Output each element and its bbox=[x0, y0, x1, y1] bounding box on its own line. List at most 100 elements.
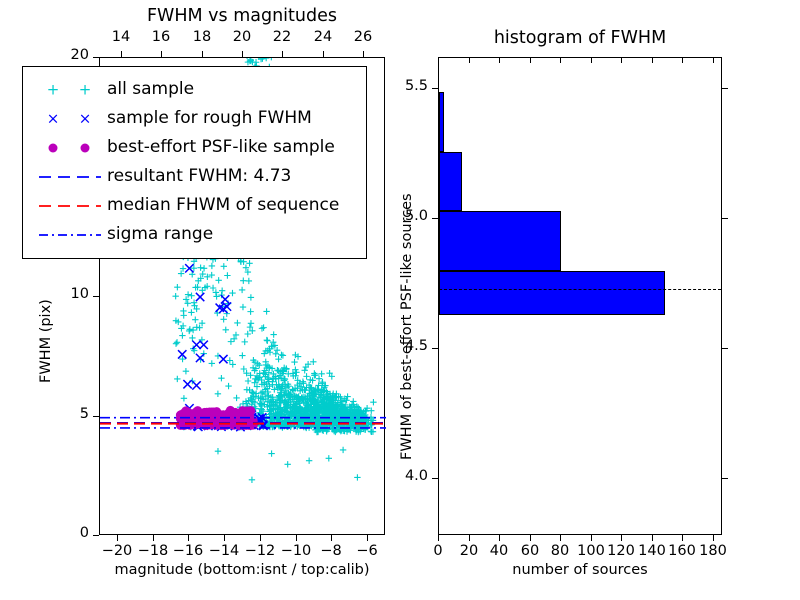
scatter-plus-marker bbox=[184, 291, 192, 298]
scatter-plus-marker bbox=[188, 309, 195, 316]
scatter-plus-marker bbox=[222, 326, 229, 334]
histogram-bar[interactable] bbox=[439, 91, 444, 152]
left-top-xticklabel: 26 bbox=[353, 29, 373, 45]
scatter-plus-marker bbox=[208, 360, 216, 367]
left-yticklabel: 0 bbox=[79, 525, 89, 541]
scatter-plus-marker bbox=[322, 382, 329, 389]
scatter-cross-marker bbox=[195, 292, 205, 302]
fwhm-histogram-plot[interactable] bbox=[438, 57, 722, 535]
scatter-plus-marker bbox=[227, 338, 235, 345]
cross-marker: × bbox=[78, 109, 92, 127]
scatter-plus-marker bbox=[290, 387, 297, 394]
scatter-plus-marker bbox=[315, 393, 323, 401]
scatter-plus-marker bbox=[273, 347, 281, 354]
scatter-plus-marker bbox=[251, 399, 259, 406]
legend-box: + + all sample × × sample for rough FWHM best-… bbox=[22, 66, 367, 259]
left-xticklabel: −10 bbox=[280, 543, 312, 559]
scatter-plus-marker bbox=[180, 312, 187, 319]
left-yticklabel: 20 bbox=[70, 47, 89, 63]
scatter-plus-marker bbox=[338, 401, 345, 409]
scatter-plus-marker bbox=[271, 423, 278, 431]
scatter-plus-marker bbox=[278, 383, 285, 390]
scatter-plus-marker bbox=[243, 369, 250, 377]
scatter-plus-marker bbox=[177, 270, 185, 277]
scatter-plus-marker bbox=[313, 422, 321, 429]
scatter-plus-marker bbox=[301, 386, 308, 394]
left-top-xtick bbox=[363, 51, 365, 57]
scatter-plus-marker bbox=[326, 390, 334, 398]
scatter-plus-marker bbox=[274, 366, 281, 374]
scatter-plus-marker bbox=[287, 423, 294, 431]
scatter-plus-marker bbox=[314, 408, 321, 415]
legend-item-2: best-effort PSF-like sample bbox=[33, 133, 356, 162]
scatter-plus-marker bbox=[246, 260, 253, 267]
right-yticklabel: 5.5 bbox=[404, 78, 428, 94]
scatter-plus-marker bbox=[259, 58, 266, 62]
scatter-plus-marker bbox=[289, 404, 296, 411]
right-yticklabel: 4.0 bbox=[404, 468, 428, 484]
histogram-bar[interactable] bbox=[439, 151, 462, 212]
scatter-plus-marker bbox=[189, 334, 196, 342]
scatter-plus-marker bbox=[247, 58, 254, 63]
right-xticklabel: 20 bbox=[459, 543, 479, 559]
left-xtick bbox=[224, 535, 226, 541]
scatter-plus-marker bbox=[355, 407, 362, 414]
right-plot-title: histogram of FWHM bbox=[493, 28, 667, 48]
scatter-plus-marker bbox=[200, 265, 208, 272]
cross-marker: × bbox=[46, 109, 60, 127]
histogram-bar[interactable] bbox=[439, 271, 665, 316]
left-top-xtick bbox=[202, 51, 204, 57]
right-xtick bbox=[499, 535, 501, 541]
scatter-plus-marker bbox=[239, 400, 247, 408]
scatter-plus-marker bbox=[244, 377, 252, 385]
scatter-plus-marker bbox=[315, 387, 322, 394]
scatter-plus-marker bbox=[325, 455, 332, 462]
legend-item-0: + + all sample bbox=[33, 75, 356, 104]
scatter-plus-marker bbox=[354, 474, 361, 481]
scatter-plus-marker bbox=[318, 370, 325, 378]
scatter-plus-marker bbox=[191, 302, 198, 309]
scatter-plus-marker bbox=[246, 58, 248, 60]
right-top-xtick bbox=[621, 57, 623, 63]
scatter-plus-marker bbox=[266, 349, 274, 356]
scatter-plus-marker bbox=[325, 405, 332, 413]
left-top-xticklabel: 24 bbox=[313, 29, 333, 45]
scatter-plus-marker bbox=[220, 263, 227, 270]
left-xticklabel: −6 bbox=[356, 543, 378, 559]
scatter-plus-marker bbox=[249, 327, 256, 334]
scatter-plus-marker bbox=[309, 407, 316, 414]
scatter-plus-marker bbox=[253, 383, 261, 390]
dashed-line bbox=[39, 204, 101, 207]
scatter-plus-marker bbox=[296, 387, 304, 395]
scatter-plus-marker bbox=[289, 386, 296, 393]
right-xticklabel: 100 bbox=[577, 543, 605, 559]
circle-marker bbox=[48, 143, 58, 152]
scatter-plus-marker bbox=[262, 395, 270, 403]
scatter-plus-marker bbox=[266, 406, 274, 414]
resultant-fwhm-dashed-line bbox=[439, 289, 721, 291]
scatter-plus-marker bbox=[179, 322, 187, 330]
scatter-plus-marker bbox=[289, 370, 297, 377]
scatter-plus-marker bbox=[251, 367, 258, 374]
right-ytick bbox=[432, 88, 438, 90]
scatter-plus-marker bbox=[293, 413, 301, 420]
scatter-plus-marker bbox=[339, 446, 347, 454]
scatter-plus-marker bbox=[269, 381, 276, 388]
scatter-plus-marker bbox=[247, 308, 254, 315]
histogram-bar[interactable] bbox=[439, 211, 562, 272]
scatter-plus-marker bbox=[238, 286, 246, 294]
scatter-plus-marker bbox=[239, 303, 247, 311]
left-xtick bbox=[260, 535, 262, 541]
scatter-plus-marker bbox=[276, 399, 283, 406]
right-top-xtick bbox=[682, 57, 684, 63]
left-xtick bbox=[296, 535, 298, 541]
scatter-plus-marker bbox=[367, 415, 375, 423]
scatter-plus-marker bbox=[193, 305, 200, 313]
scatter-plus-marker bbox=[226, 357, 233, 364]
scatter-plus-marker bbox=[264, 403, 271, 411]
scatter-plus-marker bbox=[263, 364, 270, 372]
left-xtick bbox=[331, 535, 333, 541]
scatter-plus-marker bbox=[293, 369, 300, 376]
circle-marker bbox=[80, 143, 90, 152]
scatter-plus-marker bbox=[172, 340, 180, 347]
